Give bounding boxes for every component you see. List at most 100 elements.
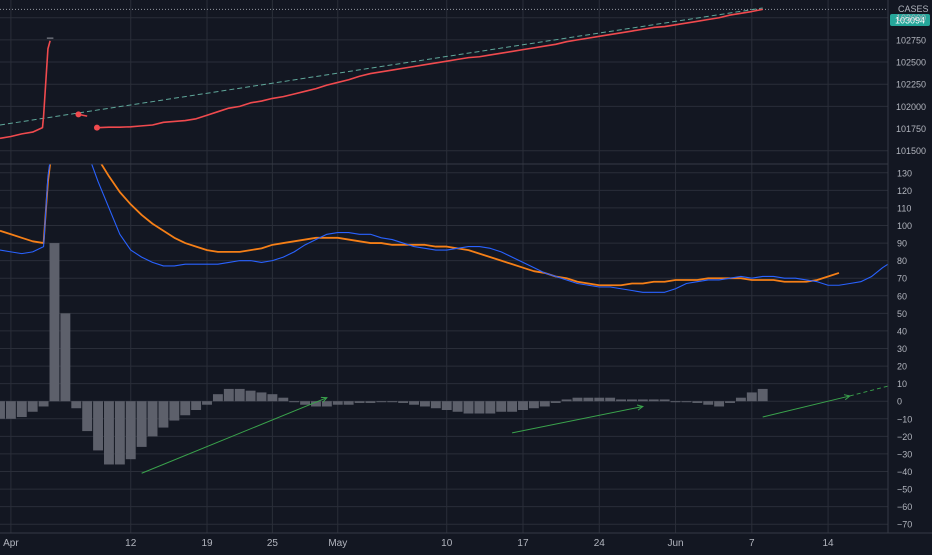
histogram-bar[interactable] xyxy=(343,401,354,405)
histogram-bar[interactable] xyxy=(452,401,463,412)
histogram-bar[interactable] xyxy=(354,401,365,403)
histogram-bar[interactable] xyxy=(616,399,627,402)
histogram-bar[interactable] xyxy=(93,401,104,451)
symbol-label: CASES xyxy=(898,4,929,14)
histogram-bar[interactable] xyxy=(507,401,518,412)
histogram-bar[interactable] xyxy=(16,401,27,418)
histogram-bar[interactable] xyxy=(191,401,202,410)
price-series-line[interactable] xyxy=(0,40,51,140)
oscillator-series-line[interactable] xyxy=(0,129,893,293)
price-tick-label: 102000 xyxy=(896,102,926,112)
histogram-bar[interactable] xyxy=(387,401,398,403)
histogram-bar[interactable] xyxy=(485,401,496,414)
histogram-bar[interactable] xyxy=(561,399,572,402)
histogram-bar[interactable] xyxy=(735,397,746,402)
histogram-bar[interactable] xyxy=(441,401,452,410)
histogram-bar[interactable] xyxy=(746,392,757,402)
histogram-bar[interactable] xyxy=(725,401,735,403)
oscillator-series-line[interactable] xyxy=(0,129,840,287)
price-panel[interactable] xyxy=(0,7,888,140)
histogram-bar[interactable] xyxy=(49,243,60,402)
osc-tick-label: −20 xyxy=(897,432,912,442)
histogram-bar[interactable] xyxy=(605,397,616,402)
histogram-bar[interactable] xyxy=(528,401,539,409)
histogram-bar[interactable] xyxy=(496,401,507,412)
osc-tick-label: 130 xyxy=(897,168,912,178)
trend-arrow[interactable] xyxy=(141,397,328,474)
histogram-bar[interactable] xyxy=(223,388,234,402)
histogram-bar[interactable] xyxy=(104,401,114,465)
histogram-bar[interactable] xyxy=(648,399,659,402)
price-marker[interactable] xyxy=(93,124,100,131)
histogram-bar[interactable] xyxy=(212,394,223,402)
histogram-bar[interactable] xyxy=(289,401,300,403)
histogram-bar[interactable] xyxy=(398,401,409,403)
price-marker[interactable] xyxy=(75,111,82,118)
histogram-bar[interactable] xyxy=(430,401,441,409)
histogram-bar[interactable] xyxy=(692,401,703,403)
histogram-bar[interactable] xyxy=(202,401,212,405)
histogram-bar[interactable] xyxy=(627,399,637,402)
trend-arrow[interactable] xyxy=(849,382,904,397)
histogram-bar[interactable] xyxy=(114,401,125,465)
histogram-bar[interactable] xyxy=(703,401,714,405)
oscillator-panel[interactable] xyxy=(0,129,904,474)
histogram-bar[interactable] xyxy=(234,388,245,402)
histogram-bar[interactable] xyxy=(518,401,528,410)
histogram-bar[interactable] xyxy=(147,401,158,437)
histogram-bar[interactable] xyxy=(409,401,419,405)
histogram-bar[interactable] xyxy=(0,401,5,419)
histogram-bar[interactable] xyxy=(136,401,147,447)
histogram-bar[interactable] xyxy=(670,401,681,403)
x-tick-label: 12 xyxy=(125,538,137,549)
histogram-bar[interactable] xyxy=(332,401,343,405)
histogram-bar[interactable] xyxy=(267,394,278,402)
histogram-bar[interactable] xyxy=(5,401,16,419)
histogram-bar[interactable] xyxy=(82,401,93,432)
histogram-bar[interactable] xyxy=(256,392,267,402)
osc-tick-label: 100 xyxy=(897,221,912,231)
last-value-label: 103094 xyxy=(895,16,925,26)
osc-tick-label: −60 xyxy=(897,502,912,512)
histogram-bar[interactable] xyxy=(180,401,191,416)
histogram-bar[interactable] xyxy=(300,401,311,405)
osc-tick-label: −40 xyxy=(897,467,912,477)
histogram-bar[interactable] xyxy=(125,401,136,460)
x-tick-label: 7 xyxy=(749,538,755,549)
histogram-bar[interactable] xyxy=(38,401,49,407)
osc-tick-label: 10 xyxy=(897,379,907,389)
histogram-bar[interactable] xyxy=(27,401,38,412)
histogram-bar[interactable] xyxy=(463,401,474,414)
histogram-bar[interactable] xyxy=(550,401,561,403)
histogram-bar[interactable] xyxy=(594,397,605,402)
trend-arrow[interactable] xyxy=(762,395,850,418)
last-value-badge xyxy=(890,14,930,26)
histogram-bar[interactable] xyxy=(376,401,387,403)
price-tick-label: 102250 xyxy=(896,80,926,90)
histogram-bar[interactable] xyxy=(311,401,321,407)
histogram-bar[interactable] xyxy=(158,401,169,428)
histogram-bar[interactable] xyxy=(539,401,550,407)
histogram-bar[interactable] xyxy=(60,313,71,402)
histogram-bar[interactable] xyxy=(583,397,594,402)
histogram-bar[interactable] xyxy=(419,401,430,407)
price-series-line[interactable] xyxy=(96,8,763,129)
histogram-bar[interactable] xyxy=(71,401,82,409)
histogram-bar[interactable] xyxy=(278,397,289,402)
histogram-bar[interactable] xyxy=(245,390,256,402)
histogram-bar[interactable] xyxy=(659,399,670,402)
trend-arrow[interactable] xyxy=(511,405,643,434)
histogram-bar[interactable] xyxy=(757,388,768,402)
histogram-bar[interactable] xyxy=(474,401,485,414)
histogram-bar[interactable] xyxy=(714,401,725,407)
histogram-bar[interactable] xyxy=(681,401,692,403)
x-tick-label: Jun xyxy=(667,538,683,549)
histogram-bar[interactable] xyxy=(321,401,332,407)
histogram-bar[interactable] xyxy=(637,399,648,402)
histogram-bar[interactable] xyxy=(365,401,376,403)
osc-tick-label: −50 xyxy=(897,485,912,495)
histogram-bar[interactable] xyxy=(169,401,180,421)
histogram-bar[interactable] xyxy=(572,397,583,402)
